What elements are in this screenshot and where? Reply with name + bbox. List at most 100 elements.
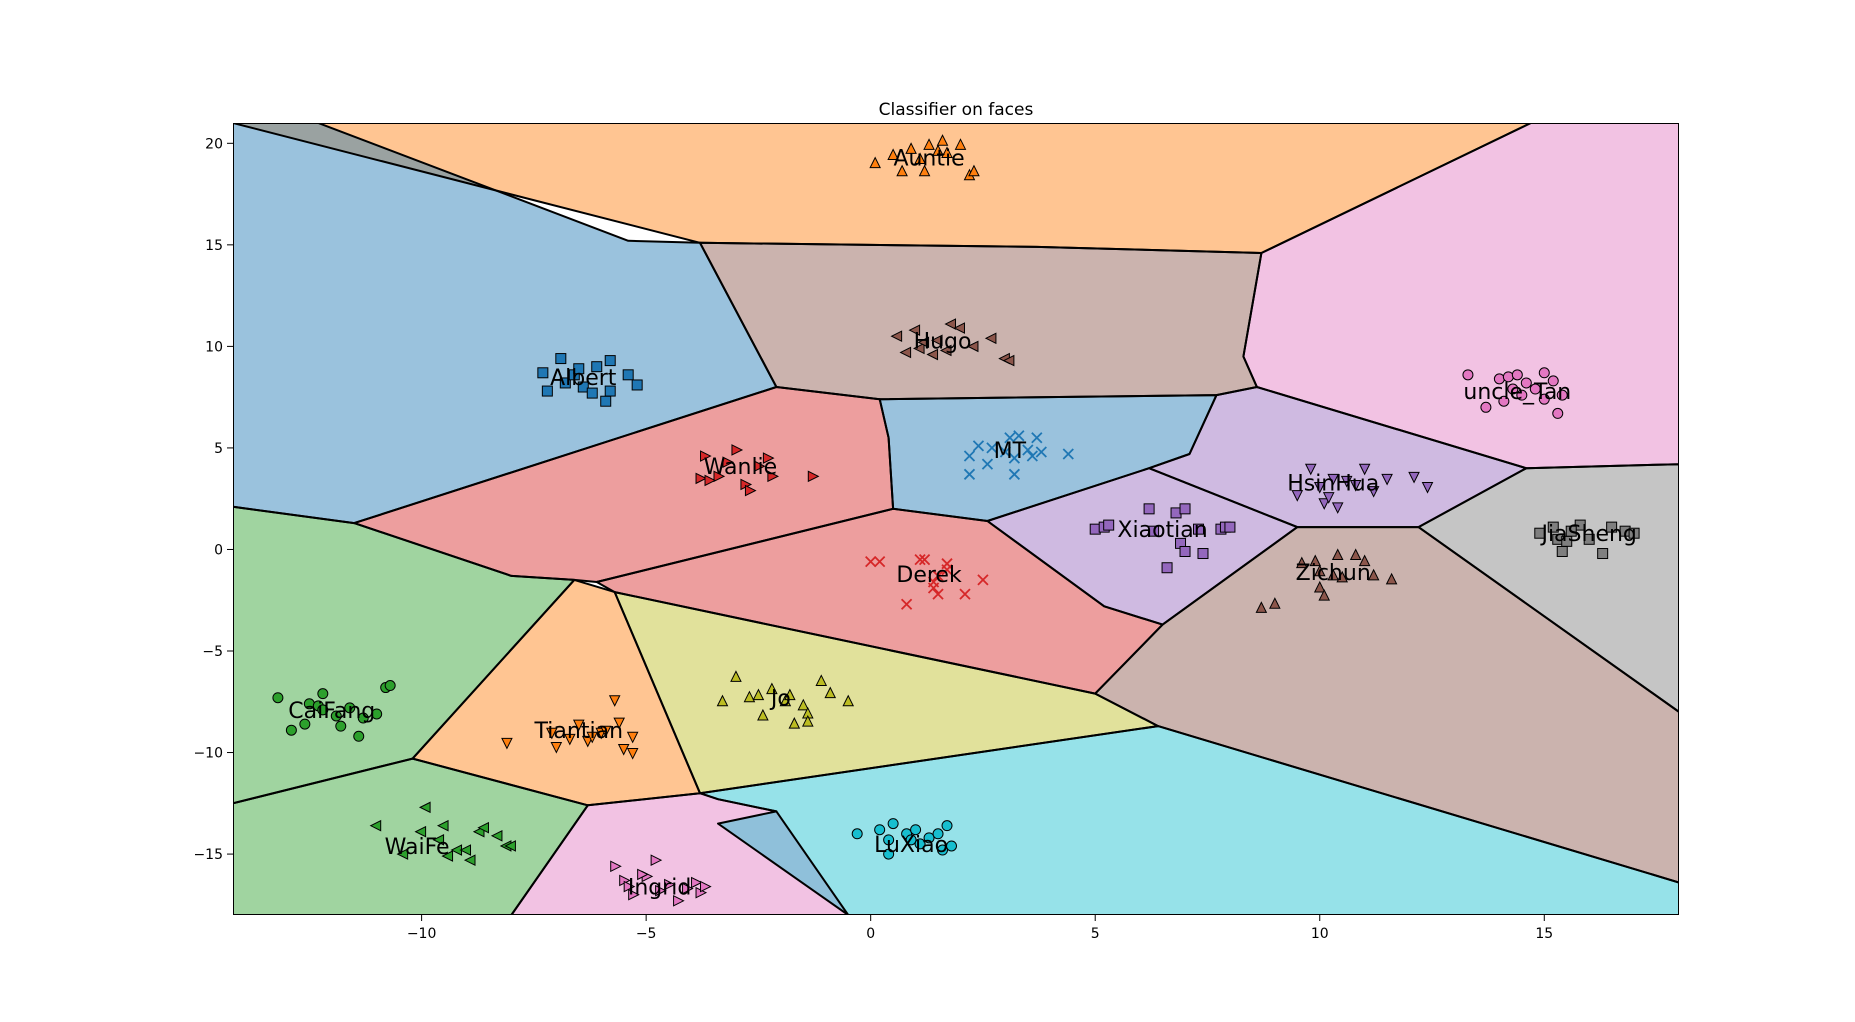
point-albert [631, 379, 643, 391]
x-tick-label: −5 [636, 926, 657, 942]
y-tick-label: 15 [205, 238, 223, 254]
point-zichun [1313, 580, 1326, 593]
y-tick-label: −5 [202, 644, 223, 660]
plot-area: Auntie Hugo Albert uncle_Tan MT Wanlie HsinHua… [233, 123, 1679, 915]
point-uncle-tan [1529, 383, 1541, 395]
region-auntie [233, 123, 1679, 253]
point-wanlie [722, 456, 735, 468]
point-uncle-tan [1556, 389, 1568, 401]
point-uncle-tan [1538, 367, 1550, 379]
point-jo [824, 686, 837, 699]
point-jiasheng [1597, 548, 1609, 560]
point-luxiao [874, 824, 886, 836]
x-tick-label: 5 [1091, 926, 1100, 942]
point-auntie [936, 134, 949, 146]
point-xiaotian [1179, 503, 1191, 515]
point-hsinhua [1322, 492, 1335, 504]
point-luxiao [937, 844, 949, 856]
y-tick-label: 5 [214, 441, 223, 457]
point-hsinhua [1340, 475, 1353, 488]
point-hsinhua [1358, 463, 1371, 476]
region-luxiao [700, 726, 1679, 915]
point-caifang [299, 718, 311, 730]
point-luxiao [923, 832, 935, 844]
point-waife [369, 819, 382, 832]
region-hsinhua [1149, 387, 1527, 528]
x-tick-label: −10 [407, 926, 437, 942]
point-hugo [953, 322, 965, 334]
point-jiasheng [1534, 527, 1546, 539]
point-albert [622, 369, 634, 381]
point-ingrid [664, 878, 676, 891]
point-uncle-tan [1520, 377, 1532, 389]
point-jo [730, 670, 742, 682]
point-hsinhua [1421, 482, 1434, 494]
point-tiantian [626, 731, 639, 744]
point-wanlie [807, 470, 820, 483]
point-ingrid [691, 876, 703, 889]
point-albert [559, 377, 571, 389]
point-caifang [371, 708, 383, 720]
point-xiaotian [1224, 521, 1236, 533]
point-wanlie [713, 470, 726, 483]
point-zichun [1269, 597, 1281, 609]
point-jiasheng [1547, 521, 1559, 533]
point-hugo [1002, 354, 1015, 367]
point-hugo [908, 324, 921, 336]
point-xiaotian [1148, 525, 1160, 537]
class-label-wanlie: Wanlie [704, 455, 778, 480]
x-axis: −10 −5 0 5 10 15 [407, 915, 1553, 942]
point-luxiao [883, 848, 895, 860]
point-ingrid [655, 884, 667, 897]
point-wanlie [762, 452, 775, 464]
point-tiantian [563, 733, 576, 746]
point-hugo [926, 348, 939, 361]
point-zichun [1367, 568, 1380, 581]
point-jiasheng [1628, 527, 1640, 539]
point-hsinhua [1331, 502, 1344, 514]
point-hugo [899, 346, 912, 359]
point-auntie [896, 164, 908, 177]
point-xiaotian [1197, 548, 1209, 560]
point-uncle-tan [1547, 375, 1559, 387]
point-hsinhua [1381, 473, 1393, 486]
point-jo [788, 716, 801, 729]
point-derek [959, 588, 971, 600]
class-label-xiaotian: Xiaotian [1117, 518, 1207, 543]
point-derek [932, 588, 944, 600]
point-tiantian [617, 743, 630, 756]
point-zichun [1327, 568, 1340, 581]
point-waife [490, 829, 503, 842]
point-derek [865, 556, 877, 568]
point-ingrid [673, 894, 685, 907]
point-mt [1031, 432, 1043, 444]
point-mt [981, 458, 994, 470]
y-tick-label: 0 [214, 542, 223, 558]
point-tiantian [608, 695, 621, 707]
point-hugo [966, 340, 979, 353]
point-derek [941, 558, 953, 570]
class-label-hsinhua: HsinHua [1287, 471, 1379, 496]
point-hugo [984, 332, 997, 345]
region-waife [233, 758, 588, 915]
point-jiasheng [1565, 525, 1577, 537]
point-zichun [1313, 564, 1326, 577]
point-caifang [344, 702, 356, 714]
point-mt [963, 450, 976, 462]
class-label-jiasheng: JiaSheng [1539, 522, 1636, 547]
point-waife [441, 850, 454, 862]
point-waife [436, 819, 449, 832]
point-auntie [905, 142, 917, 154]
point-jo [815, 674, 828, 686]
point-xiaotian [1179, 545, 1191, 557]
point-luxiao [883, 834, 895, 846]
class-label-hugo: Hugo [914, 329, 972, 354]
region-zichun [1095, 527, 1679, 883]
point-jo [801, 714, 814, 727]
point-uncle-tan [1462, 369, 1474, 381]
point-hugo [930, 334, 943, 347]
region-albert [233, 123, 777, 524]
point-zichun [1295, 556, 1308, 569]
points-layer [272, 134, 1640, 907]
point-jo [752, 688, 765, 701]
